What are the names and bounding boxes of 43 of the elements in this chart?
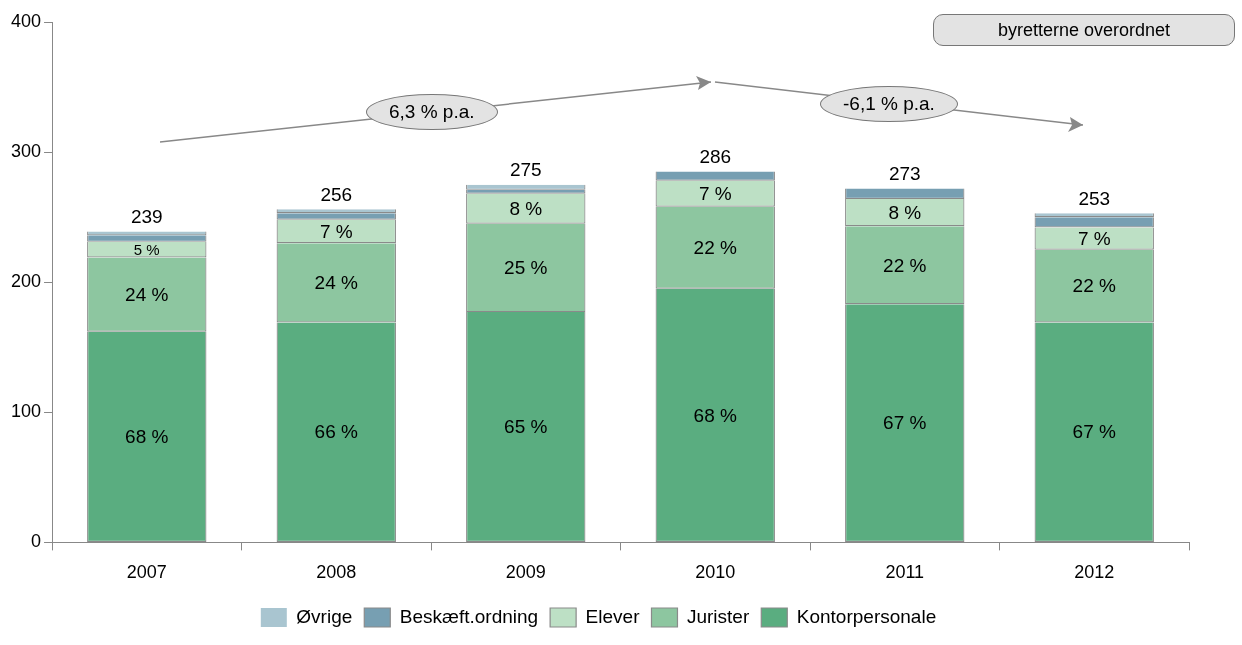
total-label: 239: [130, 206, 163, 228]
oval-callout: -6,1 % p.a.: [820, 86, 958, 122]
legend-label: Jurister: [686, 605, 750, 627]
annotation: 67 %: [883, 412, 927, 434]
annotation: 7 %: [319, 220, 353, 242]
legend-label: Kontorpersonale: [796, 605, 937, 627]
total-label: 253: [1078, 187, 1111, 209]
total-label: 275: [509, 159, 542, 181]
annotation: 67 %: [1072, 421, 1117, 443]
annotation: 68 %: [693, 404, 738, 426]
total-label: 273: [888, 163, 921, 185]
annotation: 8 %: [888, 201, 922, 223]
x-tick-label: 2008: [316, 562, 357, 583]
x-tick-label: 2012: [1074, 562, 1115, 583]
annotation: 7 %: [698, 182, 732, 204]
annotation: 7 %: [1077, 227, 1111, 249]
y-tick-label: 300: [10, 141, 42, 162]
legend-label: Elever: [585, 605, 641, 627]
y-tick-label: 200: [10, 271, 42, 292]
annotation: 22 %: [693, 236, 738, 258]
x-tick-label: 2007: [126, 562, 167, 583]
annotation: 22 %: [1072, 275, 1117, 297]
y-tick-label: 100: [10, 401, 42, 422]
y-tick-label: 400: [10, 10, 42, 31]
total-label: 286: [699, 146, 732, 168]
annotation: 66 %: [314, 421, 359, 443]
annotation: 65 %: [504, 416, 548, 438]
y-tick-label: 0: [31, 531, 42, 552]
annotation: 24 %: [314, 272, 359, 294]
x-tick-label: 2011: [885, 562, 925, 583]
annotation: 24 %: [125, 283, 169, 305]
annotation: 22 %: [883, 254, 927, 276]
annotation: 5 %: [133, 240, 160, 258]
annotation: 8 %: [509, 197, 543, 219]
x-tick-label: 2009: [505, 562, 546, 583]
total-label: 256: [320, 184, 353, 206]
annotation: 68 %: [125, 426, 169, 447]
legend-label: Øvrige: [296, 605, 353, 627]
x-tick-label: 2010: [695, 562, 736, 583]
legend-label: Beskæft.ordning: [399, 605, 539, 627]
annotation: 25 %: [504, 257, 548, 279]
oval-callout: 6,3 % p.a.: [366, 94, 498, 130]
callout-box: byretterne overordnet: [933, 14, 1235, 46]
